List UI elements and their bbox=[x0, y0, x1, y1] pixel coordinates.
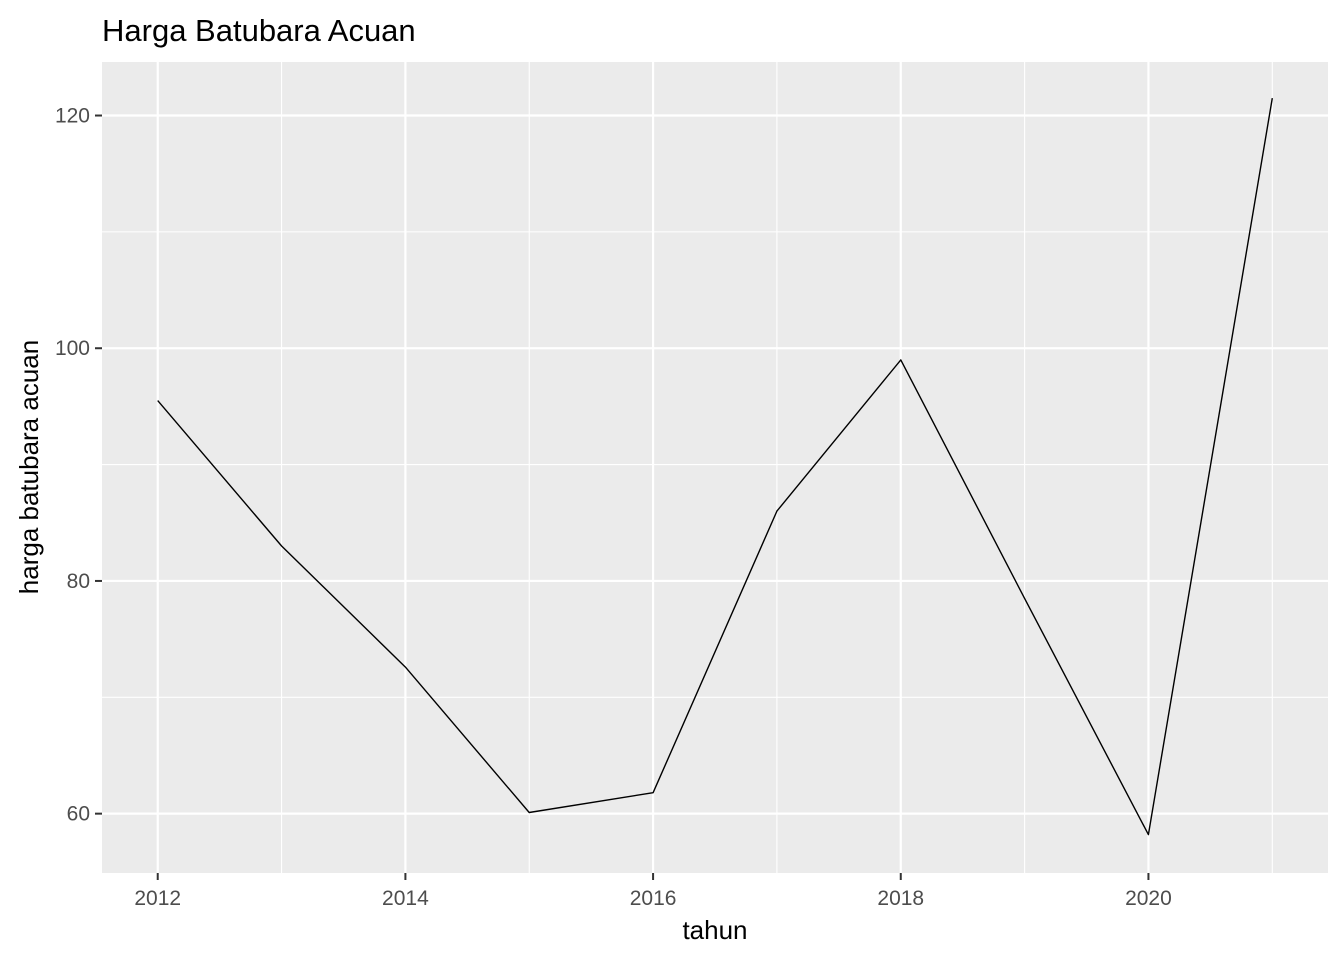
y-tick-label: 80 bbox=[67, 570, 90, 593]
x-tick-label: 2018 bbox=[877, 887, 924, 910]
series-layer bbox=[157, 97, 1273, 836]
y-axis-title: harga batubara acuan bbox=[14, 340, 44, 594]
series-line bbox=[157, 97, 1273, 836]
axis-ticks: 2012 2014 2016 2018 2020 60 80 100 120 bbox=[55, 105, 1172, 910]
plot-panel bbox=[102, 62, 1328, 873]
x-tick-label: 2012 bbox=[134, 887, 181, 910]
x-axis-title: tahun bbox=[682, 915, 747, 945]
chart-title: Harga Batubara Acuan bbox=[102, 13, 416, 48]
y-tick-label: 100 bbox=[55, 337, 90, 360]
x-tick-label: 2016 bbox=[630, 887, 677, 910]
y-tick-label: 120 bbox=[55, 105, 90, 128]
x-tick-label: 2020 bbox=[1125, 887, 1172, 910]
x-tick-label: 2014 bbox=[382, 887, 429, 910]
y-tick-label: 60 bbox=[67, 803, 90, 826]
gridlines bbox=[102, 62, 1328, 873]
